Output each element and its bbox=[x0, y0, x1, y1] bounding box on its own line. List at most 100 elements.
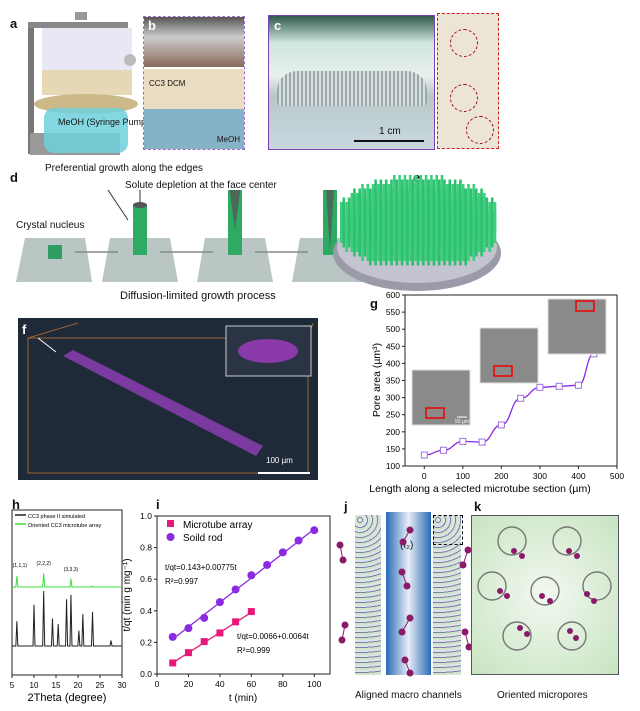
microtube bbox=[464, 233, 467, 266]
legend-marker bbox=[166, 533, 175, 541]
microtube bbox=[485, 215, 489, 248]
microtube bbox=[451, 229, 454, 261]
data-point bbox=[247, 608, 255, 616]
cage-ring bbox=[557, 621, 587, 651]
y-tick-label: 600 bbox=[386, 290, 400, 300]
iodine-atom bbox=[497, 588, 503, 594]
data-point bbox=[247, 571, 256, 580]
data-point bbox=[184, 624, 193, 633]
iodine-atom bbox=[584, 591, 590, 597]
peak-label: (3,3,3) bbox=[64, 567, 79, 573]
microtube bbox=[456, 229, 460, 261]
y-axis-label: t/qt (min g mg⁻¹) bbox=[122, 558, 133, 631]
x-axis-label: t (min) bbox=[229, 693, 257, 704]
apparatus-illustration bbox=[28, 12, 138, 155]
microtube bbox=[371, 229, 375, 261]
growth-process-diagram bbox=[16, 190, 368, 282]
micropore-caption: Oriented micropores bbox=[497, 690, 588, 701]
panel-label-i: i bbox=[156, 497, 160, 512]
cage-ring bbox=[530, 576, 560, 606]
micropore-structure bbox=[471, 515, 619, 675]
macro-channel-caption: Aligned macro channels bbox=[355, 690, 462, 701]
data-point bbox=[517, 394, 525, 402]
inset-scale-label: 50 µm bbox=[455, 419, 469, 425]
microtube bbox=[390, 233, 393, 266]
legend-label: Microtube array bbox=[183, 520, 252, 531]
microtube bbox=[467, 229, 470, 261]
depletion-note: Solute depletion at the face center bbox=[125, 180, 277, 191]
channel-wall-left bbox=[355, 515, 381, 675]
xrd-chart: 5 10 15 20 25 30 CC3 phase II simulated Oriente… bbox=[10, 509, 127, 704]
y-tick-label: 300 bbox=[386, 393, 400, 403]
plot-frame bbox=[156, 515, 331, 675]
panel-label-k: k bbox=[474, 499, 482, 514]
pore-highlight bbox=[575, 300, 595, 312]
panel-label-c: c bbox=[274, 18, 282, 33]
x-tick-label: 20 bbox=[74, 681, 83, 690]
sem-inset bbox=[547, 298, 607, 355]
xrd-trace bbox=[12, 573, 122, 588]
legend-label: Soild rod bbox=[183, 533, 222, 544]
iodine-atom bbox=[591, 598, 597, 604]
panel-label-b: b bbox=[148, 18, 156, 33]
data-point bbox=[184, 649, 192, 657]
microtube bbox=[363, 224, 367, 257]
microtube bbox=[347, 215, 351, 248]
microtube bbox=[488, 220, 491, 252]
fit-curve bbox=[424, 353, 595, 456]
dcm-layer bbox=[144, 69, 244, 109]
microtube bbox=[422, 233, 425, 266]
panel-label-h: h bbox=[12, 497, 20, 512]
iodine-label: (I₂) bbox=[400, 540, 414, 551]
x-axis-label: Length along a selected microtube sectio… bbox=[369, 483, 590, 495]
microtube bbox=[432, 233, 436, 266]
iodine-molecules bbox=[336, 526, 473, 677]
panel-label-f: f bbox=[22, 322, 27, 337]
scale-bar-label: 1 cm bbox=[379, 126, 401, 137]
microtube bbox=[414, 229, 417, 261]
iodine-atom bbox=[566, 548, 572, 554]
zoom-region-box bbox=[433, 515, 463, 545]
y-tick-label: 400 bbox=[386, 358, 400, 368]
panel-label-d: d bbox=[10, 170, 18, 185]
x-tick-label: 20 bbox=[184, 679, 194, 689]
legend-marker bbox=[167, 520, 174, 527]
x-tick-label: 200 bbox=[494, 471, 508, 481]
microtube bbox=[419, 229, 423, 261]
microtube bbox=[459, 233, 462, 266]
y-tick-label: 0.6 bbox=[140, 574, 152, 584]
cage-ring bbox=[477, 571, 507, 601]
crystal-array bbox=[277, 71, 427, 106]
fit-equation-rod: t/qt=0.143+0.00775t bbox=[165, 563, 237, 572]
x-tick-label: 100 bbox=[307, 679, 321, 689]
microtube bbox=[403, 229, 407, 261]
x-tick-label: 60 bbox=[247, 679, 257, 689]
microtube bbox=[400, 233, 404, 266]
iodine-atom bbox=[547, 598, 553, 604]
microtube-array-model bbox=[333, 175, 501, 291]
data-point bbox=[294, 536, 303, 545]
microtube bbox=[345, 220, 348, 252]
dcm-label: CC3 DCM bbox=[149, 79, 186, 88]
microtube bbox=[437, 233, 441, 266]
meoh-layer bbox=[144, 109, 244, 149]
data-point bbox=[232, 618, 240, 626]
growth-process-caption: Diffusion-limited growth process bbox=[120, 290, 276, 302]
iodine-atom bbox=[524, 631, 530, 637]
microtube bbox=[350, 220, 354, 252]
microtube bbox=[406, 233, 409, 266]
microtube bbox=[358, 224, 361, 257]
iodine-atom bbox=[511, 548, 517, 554]
magnified-inset bbox=[437, 13, 499, 149]
y-tick-label: 0.8 bbox=[140, 543, 152, 553]
data-point bbox=[574, 381, 582, 389]
microtube bbox=[340, 211, 343, 243]
data-point bbox=[478, 438, 486, 446]
tomography-scale-label: 100 µm bbox=[266, 456, 293, 465]
microtube bbox=[382, 229, 385, 261]
data-point bbox=[420, 451, 428, 459]
iodine-atom bbox=[574, 553, 580, 559]
iodine-atom bbox=[573, 635, 579, 641]
legend-label: Oriented CC3 microtube array bbox=[28, 523, 102, 529]
